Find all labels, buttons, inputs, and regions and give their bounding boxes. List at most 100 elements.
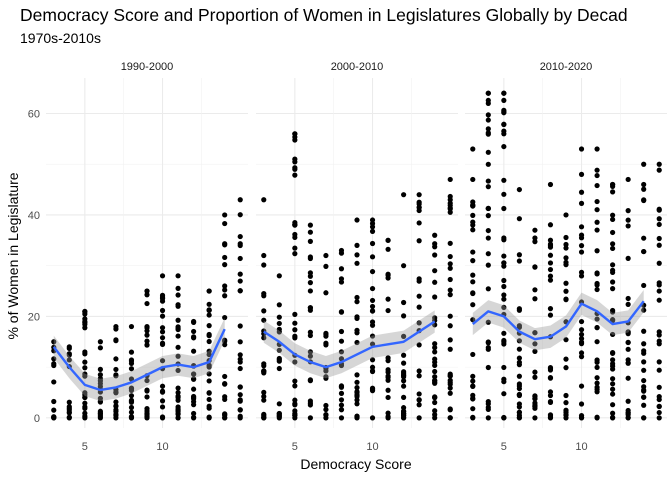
data-point — [416, 397, 422, 403]
data-point — [610, 376, 616, 382]
data-point — [276, 365, 282, 372]
data-point — [501, 339, 507, 345]
data-point — [237, 356, 243, 362]
data-point — [175, 292, 181, 298]
data-point — [51, 398, 57, 405]
data-point — [128, 376, 135, 382]
data-point — [516, 216, 522, 222]
data-point — [159, 329, 166, 335]
data-point — [222, 254, 228, 261]
chart-title: Democracy Score and Proportion of Women … — [20, 5, 628, 25]
data-point — [97, 366, 103, 372]
data-point — [501, 260, 507, 266]
data-point — [401, 333, 407, 339]
data-point — [470, 227, 476, 233]
data-point — [625, 217, 631, 223]
data-point — [485, 184, 491, 190]
data-point — [401, 192, 407, 198]
data-point — [516, 392, 522, 398]
data-point — [563, 392, 569, 399]
data-point — [191, 414, 197, 420]
data-point — [532, 374, 538, 380]
data-point — [323, 402, 329, 409]
data-point — [641, 186, 647, 192]
data-point — [594, 414, 600, 420]
data-point — [532, 341, 538, 347]
data-point — [144, 377, 150, 384]
data-point — [641, 348, 647, 354]
data-point — [144, 288, 150, 294]
data-point — [447, 415, 453, 421]
data-point — [175, 389, 181, 396]
data-point — [292, 402, 298, 408]
data-point — [307, 398, 313, 404]
data-point — [276, 326, 282, 332]
data-point — [610, 381, 616, 387]
data-point — [470, 302, 476, 308]
data-point — [416, 368, 422, 374]
data-point — [563, 365, 569, 371]
data-point — [416, 342, 422, 348]
data-point — [369, 297, 376, 304]
data-point — [159, 358, 166, 364]
data-point — [578, 383, 585, 389]
data-point — [547, 222, 554, 228]
data-point — [501, 304, 507, 310]
data-point — [547, 312, 554, 318]
data-point — [516, 355, 522, 361]
data-point — [610, 317, 616, 323]
data-point — [610, 391, 616, 397]
data-point — [625, 208, 631, 214]
data-point — [656, 161, 662, 167]
facet-panel: 2000-2010 5 10 — [256, 61, 458, 453]
data-point — [447, 406, 453, 412]
data-point — [594, 364, 600, 370]
data-point — [237, 397, 243, 403]
data-point — [563, 245, 569, 251]
data-point — [307, 415, 313, 421]
data-point — [82, 349, 88, 355]
data-point — [159, 341, 166, 348]
data-point — [97, 398, 103, 404]
data-point — [625, 223, 631, 229]
data-point — [656, 216, 662, 222]
data-point — [610, 181, 616, 188]
y-tick-label: 40 — [28, 210, 40, 222]
data-point — [292, 222, 298, 228]
data-point — [578, 243, 585, 249]
data-point — [175, 333, 181, 339]
data-point — [610, 241, 616, 247]
data-point — [82, 320, 88, 326]
data-point — [416, 199, 422, 205]
smooth-trend-line — [472, 300, 645, 341]
data-point — [578, 232, 585, 238]
data-point — [610, 279, 616, 285]
data-point — [578, 200, 585, 206]
data-point — [113, 389, 119, 395]
data-point — [532, 330, 538, 336]
y-tick-label: 20 — [28, 311, 40, 323]
data-point — [416, 276, 422, 282]
y-tick-label: 0 — [34, 413, 40, 425]
data-point — [447, 240, 453, 246]
data-point — [516, 381, 522, 387]
data-point — [563, 296, 569, 302]
data-point — [97, 345, 103, 351]
data-point — [97, 380, 103, 387]
data-point — [144, 414, 150, 420]
data-point — [516, 324, 522, 330]
data-point — [656, 384, 662, 390]
data-point — [470, 279, 476, 285]
smooth-trend-line — [52, 328, 226, 392]
data-point — [338, 328, 345, 335]
data-point — [578, 331, 585, 338]
data-point — [447, 261, 453, 267]
data-point — [276, 302, 282, 308]
data-point — [485, 213, 491, 219]
data-point — [516, 401, 522, 407]
data-point — [578, 273, 585, 279]
data-point — [82, 400, 88, 406]
data-point — [470, 373, 476, 379]
data-point — [338, 415, 345, 421]
data-point — [432, 345, 438, 351]
